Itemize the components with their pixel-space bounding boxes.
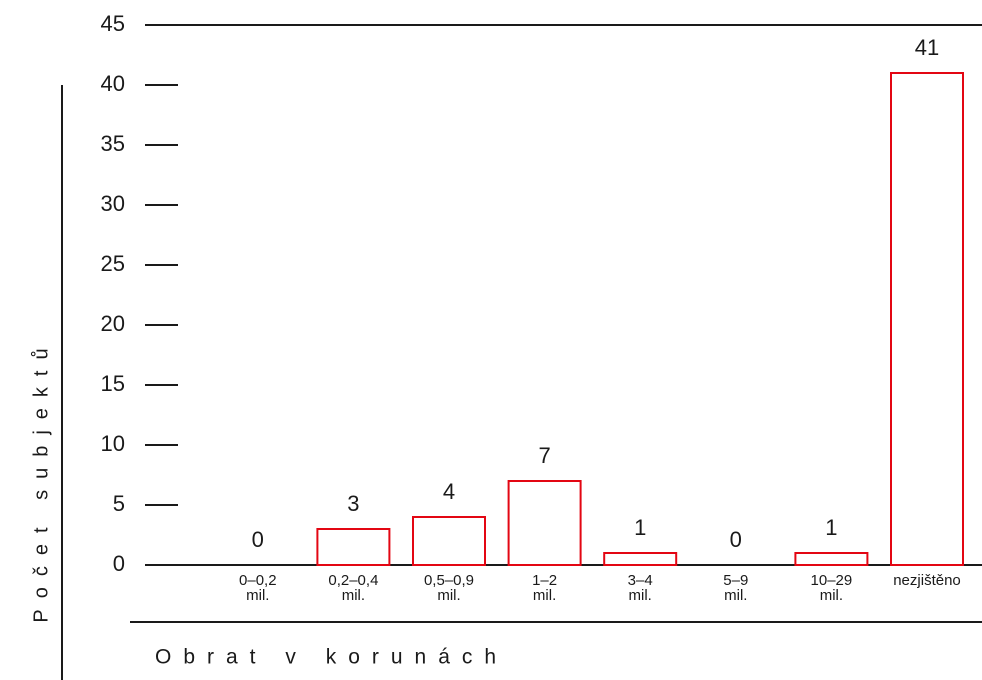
bar <box>412 516 486 566</box>
value-label: 3 <box>347 491 359 516</box>
x-tick-label: 0,2–0,4 mil. <box>328 572 379 604</box>
y-tick-label: 5 <box>113 491 125 516</box>
y-tick-label: 10 <box>101 431 125 456</box>
x-axis-title: Obrat v korunách <box>155 646 508 669</box>
y-tick-label: 40 <box>101 71 125 96</box>
bar <box>316 528 391 566</box>
value-label: 41 <box>915 35 939 60</box>
bar <box>794 552 869 566</box>
bar <box>603 552 678 566</box>
value-label: 1 <box>825 515 837 540</box>
value-label: 7 <box>538 443 550 468</box>
y-tick-label: 30 <box>101 191 125 216</box>
bar <box>507 480 582 566</box>
y-tick-label: 35 <box>101 131 125 156</box>
x-tick-label: 0,5–0,9 mil. <box>423 572 475 604</box>
y-tick-label: 25 <box>101 251 125 276</box>
x-tick-label: 0–0,2 mil. <box>239 572 277 604</box>
value-label: 4 <box>443 479 455 504</box>
bar <box>890 72 964 566</box>
x-tick-label: 3–4 mil. <box>627 572 653 604</box>
y-tick-label: 45 <box>101 11 125 36</box>
value-label: 0 <box>252 527 264 552</box>
value-label: 0 <box>730 527 742 552</box>
y-tick-label: 20 <box>101 311 125 336</box>
y-tick-label: 0 <box>113 551 125 576</box>
x-tick-label: 1–2 mil. <box>532 572 558 604</box>
x-tick-label: 5–9 mil. <box>723 572 749 604</box>
value-label: 1 <box>634 515 646 540</box>
x-tick-label: 10–29 mil. <box>810 572 853 604</box>
x-tick-label: nezjištěno <box>893 572 961 589</box>
y-axis-title: Počet subjektů <box>30 337 52 622</box>
y-tick-label: 15 <box>101 371 125 396</box>
